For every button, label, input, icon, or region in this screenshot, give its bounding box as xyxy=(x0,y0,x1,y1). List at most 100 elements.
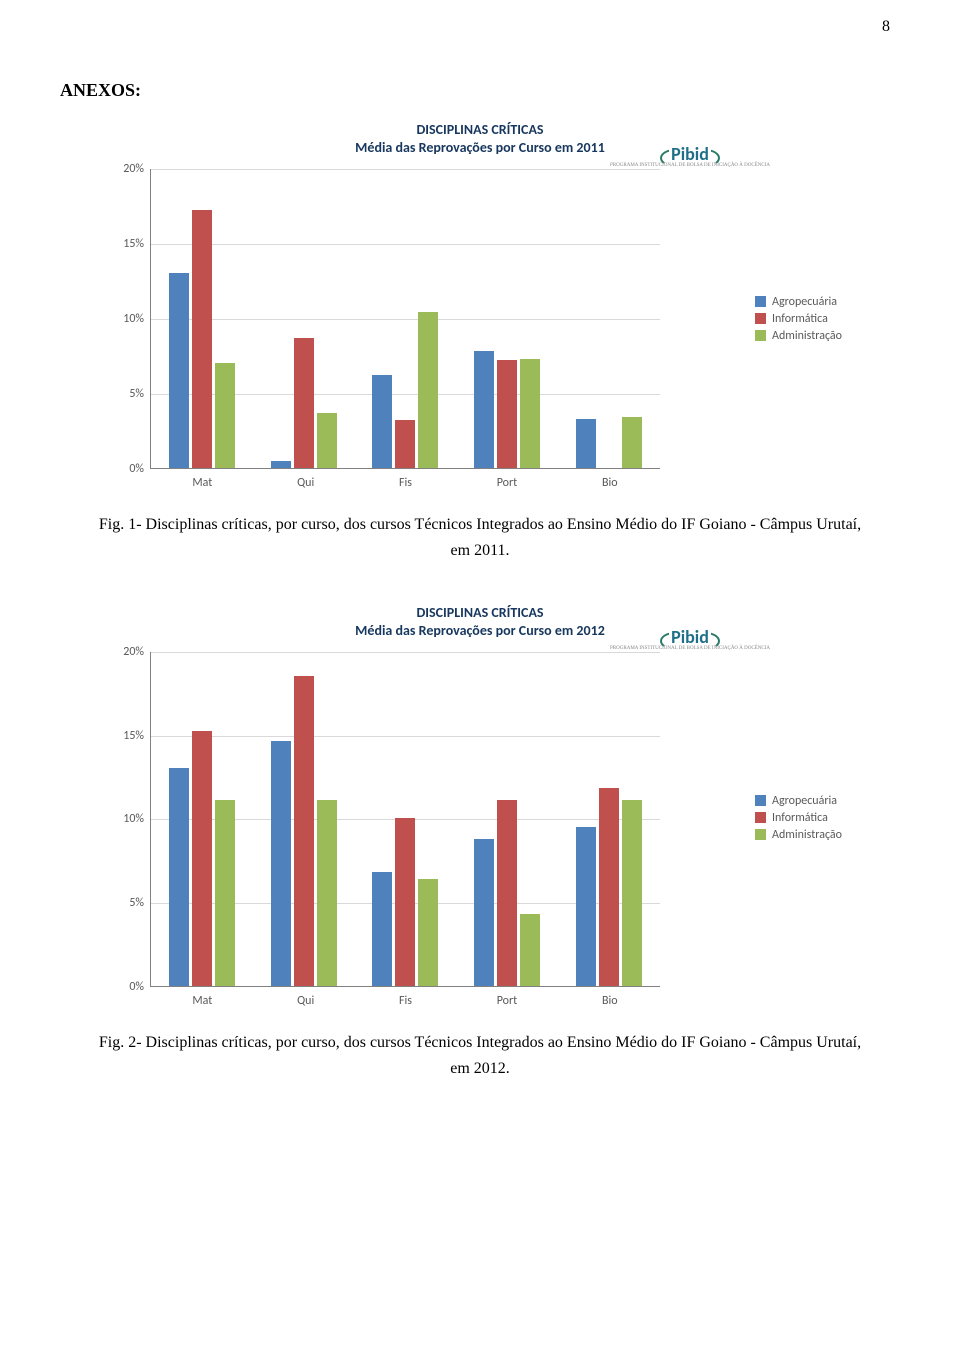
bar xyxy=(294,338,314,469)
y-tick-label: 20% xyxy=(123,162,150,176)
bars-container xyxy=(151,169,660,468)
bar-group xyxy=(474,800,540,986)
bar xyxy=(474,351,494,468)
legend-label: Informática xyxy=(772,811,828,825)
bar xyxy=(622,417,642,468)
bar xyxy=(622,800,642,986)
legend-item: Informática xyxy=(755,312,842,326)
bar xyxy=(395,818,415,986)
y-axis: 0%5%10%15%20% xyxy=(110,169,150,469)
bar-group xyxy=(169,210,235,468)
logo-brand: Pibid xyxy=(669,143,711,165)
bar-group xyxy=(576,788,642,986)
bar xyxy=(497,360,517,468)
x-tick-label: Fis xyxy=(399,476,412,490)
figure-caption: Fig. 2- Disciplinas críticas, por curso,… xyxy=(90,1030,870,1081)
y-tick-label: 0% xyxy=(129,462,150,476)
logo-brand: Pibid xyxy=(669,626,711,648)
legend-swatch-icon xyxy=(755,812,766,823)
chart-2: DISCIPLINAS CRÍTICASMédia das Reprovaçõe… xyxy=(110,604,850,1012)
bar-group xyxy=(372,818,438,986)
y-tick-label: 5% xyxy=(129,387,150,401)
bar xyxy=(192,731,212,986)
x-tick-label: Qui xyxy=(297,994,314,1008)
bar xyxy=(576,827,596,986)
legend-item: Administração xyxy=(755,828,842,842)
plot-frame xyxy=(150,169,660,469)
y-axis: 0%5%10%15%20% xyxy=(110,652,150,987)
x-tick-label: Qui xyxy=(297,476,314,490)
bar xyxy=(215,363,235,468)
y-tick-label: 5% xyxy=(129,896,150,910)
bar xyxy=(418,312,438,468)
legend: Agropecuária Informática Administração xyxy=(755,791,842,845)
x-tick-label: Bio xyxy=(602,994,618,1008)
bar xyxy=(474,839,494,986)
legend-label: Administração xyxy=(772,828,842,842)
bar xyxy=(271,461,291,469)
bar xyxy=(418,879,438,986)
bar xyxy=(372,375,392,468)
legend: Agropecuária Informática Administração xyxy=(755,292,842,346)
legend-swatch-icon xyxy=(755,795,766,806)
bar xyxy=(372,872,392,986)
x-tick-label: Bio xyxy=(602,476,618,490)
bar xyxy=(497,800,517,986)
bar-group xyxy=(576,417,642,468)
bar xyxy=(271,741,291,986)
x-tick-label: Mat xyxy=(192,476,212,490)
x-tick-label: Port xyxy=(497,994,518,1008)
bar xyxy=(192,210,212,468)
plot-area: 0%5%10%15%20%MatQuiFisPortBioAgropecuári… xyxy=(110,652,850,1012)
plot-area: 0%5%10%15%20%MatQuiFisPortBioAgropecuári… xyxy=(110,169,850,494)
bar-group xyxy=(372,312,438,468)
legend-item: Agropecuária xyxy=(755,295,842,309)
legend-swatch-icon xyxy=(755,313,766,324)
y-tick-label: 10% xyxy=(123,312,150,326)
bar xyxy=(294,676,314,986)
legend-swatch-icon xyxy=(755,330,766,341)
bar xyxy=(169,273,189,468)
bar xyxy=(317,800,337,986)
legend-item: Administração xyxy=(755,329,842,343)
x-tick-label: Mat xyxy=(192,994,212,1008)
pibid-logo: PibidPROGRAMA INSTITUCIONAL DE BOLSA DE … xyxy=(610,127,770,172)
bar xyxy=(395,420,415,468)
logo-subtext: PROGRAMA INSTITUCIONAL DE BOLSA DE INICI… xyxy=(610,646,770,651)
bar xyxy=(215,800,235,986)
legend-swatch-icon xyxy=(755,829,766,840)
y-tick-label: 10% xyxy=(123,812,150,826)
bar xyxy=(317,413,337,469)
x-tick-label: Fis xyxy=(399,994,412,1008)
x-tick-label: Port xyxy=(497,476,518,490)
figure-caption: Fig. 1- Disciplinas críticas, por curso,… xyxy=(90,512,870,563)
chart-1: DISCIPLINAS CRÍTICASMédia das Reprovaçõe… xyxy=(110,121,850,494)
bar xyxy=(169,768,189,986)
legend-label: Informática xyxy=(772,312,828,326)
x-axis-labels: Mat Qui Fis Port Bio xyxy=(150,990,660,1012)
bar xyxy=(576,419,596,469)
y-tick-label: 15% xyxy=(123,729,150,743)
y-tick-label: 0% xyxy=(129,980,150,994)
plot-frame xyxy=(150,652,660,987)
legend-label: Agropecuária xyxy=(772,794,837,808)
legend-label: Agropecuária xyxy=(772,295,837,309)
bar-group xyxy=(271,676,337,986)
bar-group xyxy=(271,338,337,469)
bar xyxy=(599,788,619,986)
y-tick-label: 20% xyxy=(123,645,150,659)
pibid-logo: PibidPROGRAMA INSTITUCIONAL DE BOLSA DE … xyxy=(610,610,770,655)
bar xyxy=(520,359,540,469)
y-tick-label: 15% xyxy=(123,237,150,251)
anexos-heading: ANEXOS: xyxy=(60,80,900,101)
page-number: 8 xyxy=(882,18,890,36)
legend-item: Agropecuária xyxy=(755,794,842,808)
bar-group xyxy=(474,351,540,468)
legend-label: Administração xyxy=(772,329,842,343)
legend-swatch-icon xyxy=(755,296,766,307)
x-axis-labels: Mat Qui Fis Port Bio xyxy=(150,472,660,494)
bars-container xyxy=(151,652,660,986)
bar xyxy=(520,914,540,986)
legend-item: Informática xyxy=(755,811,842,825)
bar-group xyxy=(169,731,235,986)
